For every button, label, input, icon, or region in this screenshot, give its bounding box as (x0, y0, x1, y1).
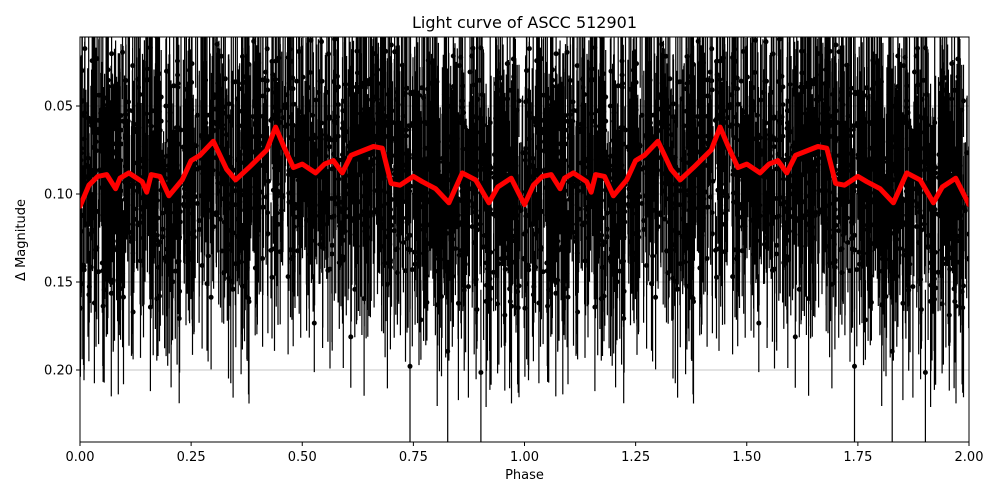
x-tick-label: 1.50 (732, 450, 761, 465)
chart-title: Light curve of ASCC 512901 (411, 13, 638, 32)
x-tick-label: 2.00 (955, 450, 984, 465)
y-tick-label: 0.15 (44, 276, 73, 291)
x-tick-label: 0.50 (288, 450, 317, 465)
binned-mean-curve (80, 124, 969, 209)
x-tick-label: 0.75 (399, 450, 428, 465)
x-tick-label: 0.25 (177, 450, 206, 465)
x-tick-label: 0.00 (66, 450, 95, 465)
x-axis-ticks: 0.00 0.25 0.50 0.75 1.00 1.25 1.50 1.75 2.00 (66, 442, 984, 465)
observation-points (80, 37, 969, 442)
y-axis-ticks: 0.05 0.10 0.15 0.20 (44, 100, 80, 379)
x-tick-label: 1.00 (510, 450, 539, 465)
x-axis-label: Phase (505, 468, 544, 483)
y-tick-label: 0.10 (44, 188, 73, 203)
y-tick-label: 0.05 (44, 100, 73, 115)
x-tick-label: 1.25 (621, 450, 650, 465)
y-tick-label: 0.20 (44, 364, 73, 379)
x-tick-label: 1.75 (843, 450, 872, 465)
